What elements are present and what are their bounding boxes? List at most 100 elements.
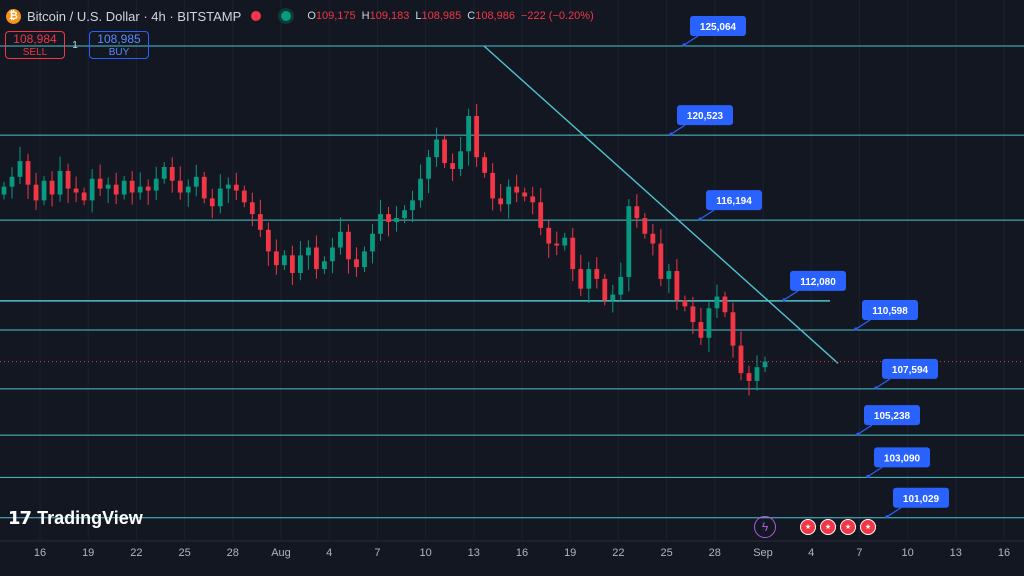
quantity[interactable]: 1 <box>72 39 78 51</box>
candle-body <box>482 157 488 173</box>
x-tick-label: 7 <box>856 547 862 559</box>
candle-body <box>762 361 768 368</box>
candle-body <box>466 115 472 152</box>
candle-body <box>9 176 15 187</box>
buy-price: 108,985 <box>97 32 141 46</box>
buy-button[interactable]: 108,985 BUY <box>89 31 149 59</box>
x-tick-label: 4 <box>326 547 332 559</box>
candle-body <box>25 161 31 185</box>
candle-body <box>265 229 271 252</box>
x-tick-label: 13 <box>950 547 962 559</box>
callout-dot <box>866 474 870 478</box>
candle-body <box>105 184 111 189</box>
sell-button[interactable]: 108,984 SELL <box>5 31 65 59</box>
x-tick-label: 13 <box>468 547 480 559</box>
level-label-box <box>893 487 949 508</box>
candle-body <box>730 312 736 346</box>
bitcoin-icon: ₿ <box>6 8 21 24</box>
event-icons: ϟ ★ ★ ★ ★ <box>754 516 876 538</box>
callout-dot <box>782 298 786 302</box>
x-tick-label: 28 <box>227 547 239 559</box>
candle-body <box>490 172 496 199</box>
candle-body <box>650 233 656 244</box>
candle-body <box>289 255 295 273</box>
candle-body <box>354 259 359 268</box>
ohlc-value: −222 (−0.20%) <box>520 10 594 22</box>
candle-body <box>177 180 183 193</box>
chart-header: ₿ Bitcoin / U.S. Dollar · 4h · BITSTAMP … <box>6 6 594 26</box>
candle-body <box>81 192 87 201</box>
callout-line <box>875 378 891 389</box>
candle-body <box>185 186 191 193</box>
level-label-box <box>862 299 918 320</box>
x-tick-label: 19 <box>82 547 94 559</box>
candle-body <box>426 157 431 179</box>
candle-body <box>169 167 175 181</box>
x-tick-label: 22 <box>130 547 142 559</box>
us-flag-icon[interactable]: ★ <box>840 519 856 535</box>
red-status-dot-icon <box>251 11 262 21</box>
trendline-segment[interactable] <box>483 45 839 364</box>
candle-body <box>514 186 520 193</box>
candle-body <box>474 115 480 158</box>
candle-body <box>378 214 383 234</box>
candle-body <box>97 178 103 189</box>
candle-body <box>338 231 343 248</box>
ohlc-value: 108,986 <box>475 10 515 22</box>
callout-line <box>886 507 902 518</box>
level-label-box <box>882 358 938 379</box>
candle-body <box>193 176 199 187</box>
callout-line <box>867 466 883 477</box>
level-label-box <box>677 105 733 126</box>
lightning-icon[interactable]: ϟ <box>754 516 776 538</box>
candle-body <box>241 190 247 203</box>
x-tick-label: 16 <box>998 547 1010 559</box>
candle-body <box>113 184 119 195</box>
level-label-text: 103,090 <box>884 453 921 464</box>
callout-line <box>855 319 871 330</box>
candle-body <box>257 214 263 230</box>
callout-line <box>857 424 873 435</box>
candle-body <box>754 367 760 381</box>
candle-body <box>346 231 351 260</box>
callout-line <box>783 290 799 301</box>
trendline[interactable] <box>483 45 839 364</box>
us-flag-icon[interactable]: ★ <box>820 519 836 535</box>
candle-body <box>602 278 608 301</box>
candle-body <box>137 186 143 193</box>
ohlc-item: C108,986 <box>467 10 515 22</box>
candle-body <box>57 170 63 195</box>
us-flag-icon[interactable]: ★ <box>860 519 876 535</box>
ohlc-value: 108,985 <box>421 10 462 22</box>
candle-body <box>706 308 712 338</box>
ohlc-value: 109,175 <box>315 10 356 22</box>
level-label-box <box>864 405 920 426</box>
ohlc-key: H <box>361 10 370 22</box>
candle-body <box>714 296 720 309</box>
level-label-text: 107,594 <box>892 365 929 376</box>
candle-body <box>129 180 135 193</box>
x-tick-label: 10 <box>419 547 431 559</box>
candle-body <box>402 210 407 219</box>
candle-body <box>674 271 680 301</box>
candle-body <box>418 178 423 201</box>
ohlc-key: O <box>307 10 316 22</box>
candle-body <box>386 214 391 222</box>
candle-body <box>121 180 127 195</box>
x-tick-label: Aug <box>271 547 291 559</box>
level-label-box <box>790 270 846 291</box>
us-flag-icon[interactable]: ★ <box>800 519 816 535</box>
level-label-text: 105,238 <box>874 411 911 422</box>
sell-label: SELL <box>22 47 48 58</box>
callout-dot <box>856 432 860 436</box>
candle-body <box>161 167 167 179</box>
ohlc-item: L108,985 <box>415 10 461 22</box>
symbol-title[interactable]: Bitcoin / U.S. Dollar · 4h · BITSTAMP <box>27 8 242 24</box>
x-tick-label: Sep <box>753 547 773 559</box>
candle-body <box>17 161 23 177</box>
candle-body <box>626 206 632 277</box>
x-tick-label: 19 <box>564 547 576 559</box>
level-label-text: 125,064 <box>700 22 737 33</box>
level-label-box <box>706 190 762 211</box>
